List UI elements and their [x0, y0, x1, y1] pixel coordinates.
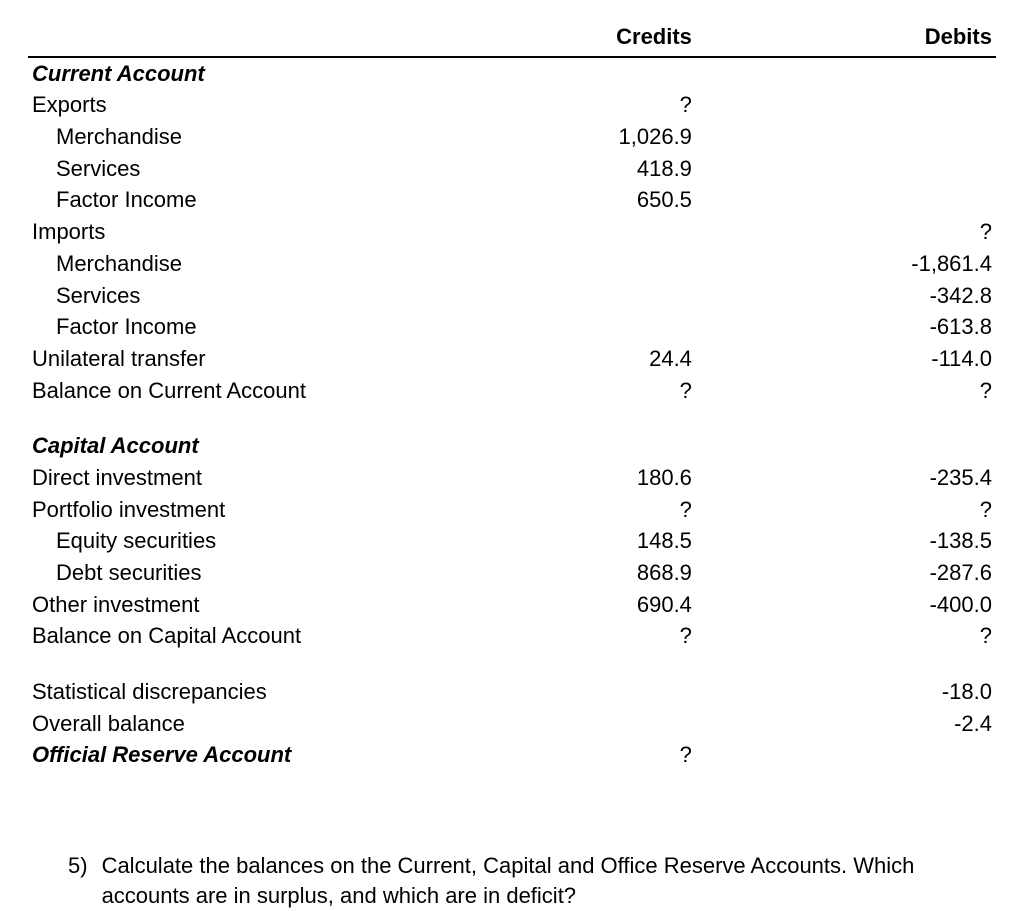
exports-fact-credit: 650.5	[512, 184, 696, 216]
row-debt-securities: Debt securities 868.9 -287.6	[28, 557, 996, 589]
row-balance-capital-account: Balance on Capital Account ? ?	[28, 620, 996, 652]
debt-credit: 868.9	[512, 557, 696, 589]
unilateral-credit: 24.4	[512, 343, 696, 375]
imports-serv-label: Services	[32, 283, 140, 308]
header-debits: Debits	[822, 20, 996, 57]
table-header-row: Credits Debits	[28, 20, 996, 57]
header-gap	[696, 20, 822, 57]
balance-capital-label: Balance on Capital Account	[28, 620, 512, 652]
row-unilateral-transfer: Unilateral transfer 24.4 -114.0	[28, 343, 996, 375]
section-capital-account: Capital Account	[28, 430, 996, 462]
header-blank	[28, 20, 512, 57]
imports-label: Imports	[28, 216, 512, 248]
imports-fact-label: Factor Income	[32, 314, 197, 339]
overall-label: Overall balance	[28, 708, 512, 740]
other-debit: -400.0	[822, 589, 996, 621]
exports-merch-credit: 1,026.9	[512, 121, 696, 153]
balance-capital-debit: ?	[822, 620, 996, 652]
equity-debit: -138.5	[822, 525, 996, 557]
stat-label: Statistical discrepancies	[28, 676, 512, 708]
unilateral-debit: -114.0	[822, 343, 996, 375]
direct-credit: 180.6	[512, 462, 696, 494]
current-account-title: Current Account	[28, 57, 512, 90]
spacer-row	[28, 652, 996, 676]
imports-fact-debit: -613.8	[822, 311, 996, 343]
imports-merch-label: Merchandise	[32, 251, 182, 276]
row-imports-factor-income: Factor Income -613.8	[28, 311, 996, 343]
row-exports-services: Services 418.9	[28, 153, 996, 185]
question-5: 5) Calculate the balances on the Current…	[68, 851, 956, 910]
spacer-row	[28, 406, 996, 430]
exports-fact-label: Factor Income	[32, 187, 197, 212]
official-reserve-credit: ?	[512, 739, 696, 771]
row-exports-factor-income: Factor Income 650.5	[28, 184, 996, 216]
balance-current-credit: ?	[512, 375, 696, 407]
row-balance-current-account: Balance on Current Account ? ?	[28, 375, 996, 407]
row-imports-services: Services -342.8	[28, 280, 996, 312]
row-other-investment: Other investment 690.4 -400.0	[28, 589, 996, 621]
direct-debit: -235.4	[822, 462, 996, 494]
debt-label: Debt securities	[32, 560, 202, 585]
portfolio-credit: ?	[512, 494, 696, 526]
direct-label: Direct investment	[28, 462, 512, 494]
row-overall-balance: Overall balance -2.4	[28, 708, 996, 740]
question-number: 5)	[68, 851, 88, 881]
imports-merch-debit: -1,861.4	[822, 248, 996, 280]
exports-label: Exports	[28, 89, 512, 121]
other-credit: 690.4	[512, 589, 696, 621]
section-official-reserve-account: Official Reserve Account ?	[28, 739, 996, 771]
row-direct-investment: Direct investment 180.6 -235.4	[28, 462, 996, 494]
balance-of-payments-table: Credits Debits Current Account Exports ?…	[28, 20, 996, 771]
header-credits: Credits	[512, 20, 696, 57]
exports-serv-label: Services	[32, 156, 140, 181]
overall-debit: -2.4	[822, 708, 996, 740]
section-current-account: Current Account	[28, 57, 996, 90]
equity-label: Equity securities	[32, 528, 216, 553]
row-imports: Imports ?	[28, 216, 996, 248]
unilateral-label: Unilateral transfer	[28, 343, 512, 375]
imports-serv-debit: -342.8	[822, 280, 996, 312]
balance-capital-credit: ?	[512, 620, 696, 652]
balance-current-label: Balance on Current Account	[28, 375, 512, 407]
row-exports: Exports ?	[28, 89, 996, 121]
other-label: Other investment	[28, 589, 512, 621]
balance-current-debit: ?	[822, 375, 996, 407]
row-exports-merchandise: Merchandise 1,026.9	[28, 121, 996, 153]
portfolio-debit: ?	[822, 494, 996, 526]
portfolio-label: Portfolio investment	[28, 494, 512, 526]
row-equity-securities: Equity securities 148.5 -138.5	[28, 525, 996, 557]
exports-credit: ?	[512, 89, 696, 121]
page: Credits Debits Current Account Exports ?…	[0, 0, 1024, 908]
official-reserve-title: Official Reserve Account	[28, 739, 512, 771]
debt-debit: -287.6	[822, 557, 996, 589]
question-text: Calculate the balances on the Current, C…	[102, 851, 956, 910]
exports-merch-label: Merchandise	[32, 124, 182, 149]
stat-debit: -18.0	[822, 676, 996, 708]
row-statistical-discrepancies: Statistical discrepancies -18.0	[28, 676, 996, 708]
capital-account-title: Capital Account	[28, 430, 512, 462]
imports-debit: ?	[822, 216, 996, 248]
equity-credit: 148.5	[512, 525, 696, 557]
row-imports-merchandise: Merchandise -1,861.4	[28, 248, 996, 280]
exports-serv-credit: 418.9	[512, 153, 696, 185]
row-portfolio-investment: Portfolio investment ? ?	[28, 494, 996, 526]
